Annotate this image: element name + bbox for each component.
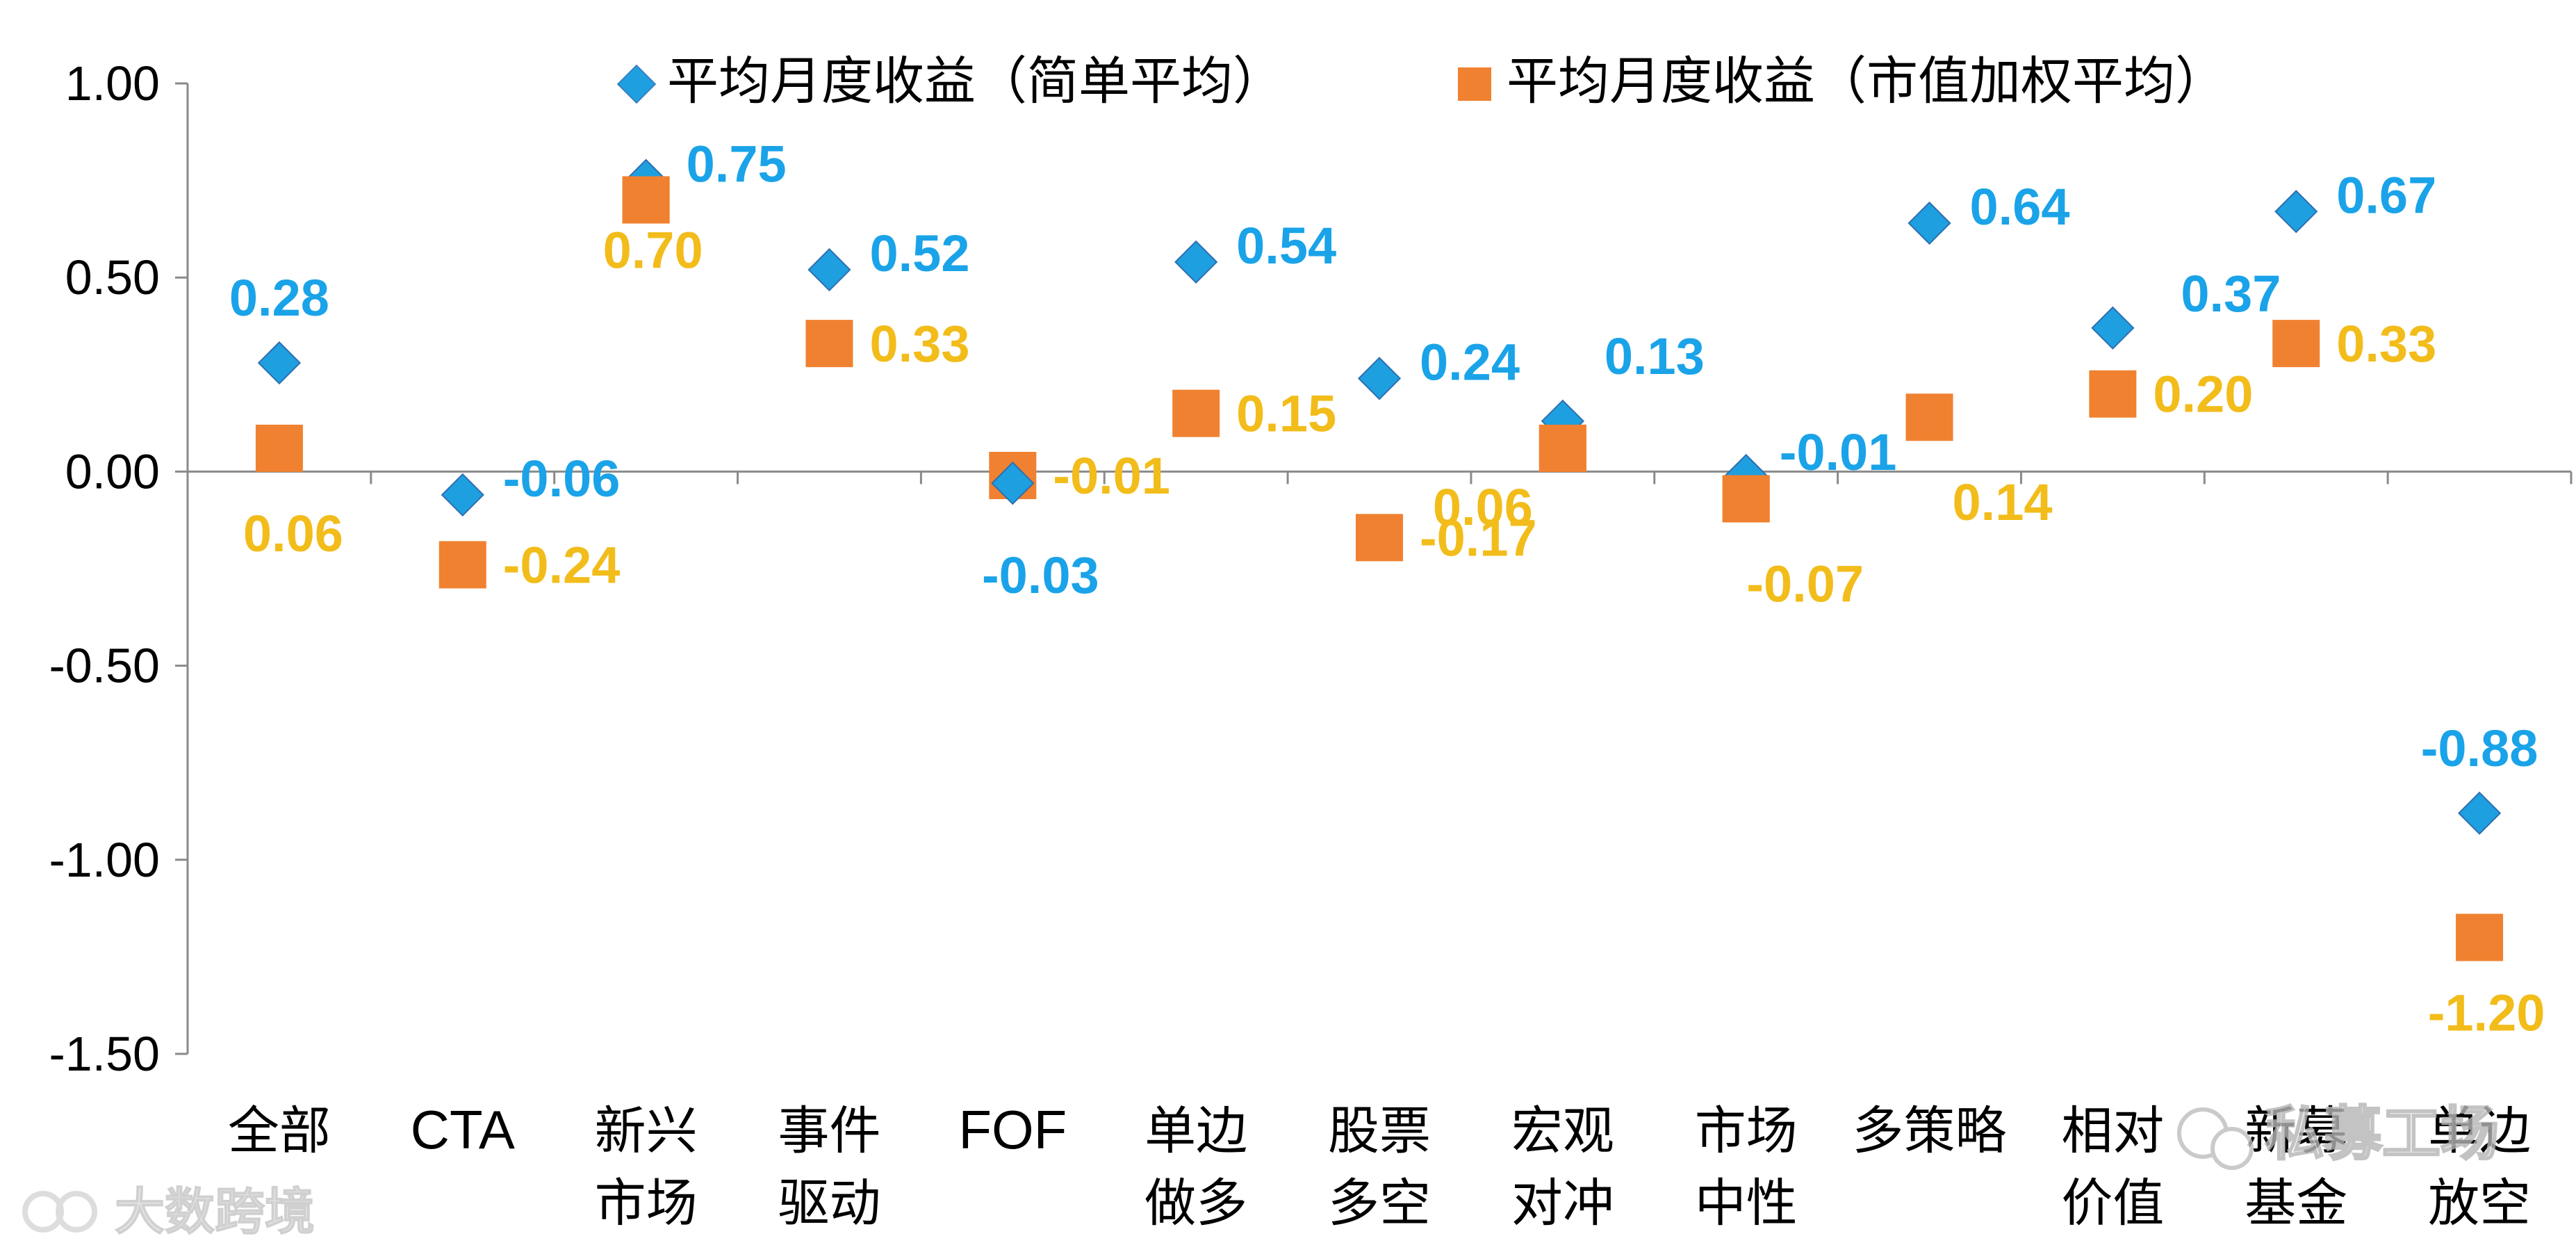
- legend-diamond-icon: [616, 64, 657, 104]
- diamond-data-label: -0.01: [1780, 423, 1897, 481]
- diamond-data-label: -0.88: [2421, 720, 2538, 777]
- x-category-label: 新募: [2245, 1102, 2347, 1160]
- square-marker: [805, 320, 853, 368]
- x-category-label: 放空: [2428, 1174, 2531, 1232]
- diamond-marker: [807, 247, 851, 292]
- diamond-marker: [257, 341, 302, 385]
- legend-label-weighted: 平均月度收益（市值加权平均）: [1507, 52, 2226, 110]
- x-category-label: 多空: [1328, 1174, 1431, 1232]
- watermark-left: 大数跨境: [22, 1184, 315, 1241]
- square-marker: [1539, 424, 1586, 472]
- diamond-marker: [1357, 357, 1402, 400]
- brand-logo-icon: [56, 1191, 97, 1233]
- y-tick-label: 0.50: [65, 250, 160, 304]
- legend: 平均月度收益（简单平均） 平均月度收益（市值加权平均）: [616, 52, 2226, 110]
- square-data-label: 0.06: [243, 505, 343, 562]
- x-category-label: 事件: [778, 1102, 880, 1160]
- diamond-data-label: 0.52: [869, 225, 969, 282]
- square-marker: [2272, 320, 2320, 368]
- square-marker: [2089, 370, 2137, 418]
- square-marker: [1356, 514, 1403, 562]
- x-category-label: 基金: [2245, 1174, 2347, 1232]
- diamond-data-label: 0.67: [2336, 166, 2436, 224]
- diamond-marker: [1908, 201, 1951, 245]
- square-marker: [1722, 475, 1770, 523]
- square-marker: [2456, 913, 2504, 961]
- diamond-data-label: 0.13: [1605, 327, 1705, 385]
- x-category-label: 单边: [2428, 1102, 2531, 1160]
- y-tick-label: 1.00: [65, 56, 160, 111]
- x-category-label: 全部: [228, 1102, 331, 1160]
- x-category-label: 驱动: [778, 1174, 880, 1232]
- y-tick-label: -0.50: [49, 639, 160, 693]
- x-category-label: 多策略: [1853, 1102, 2007, 1160]
- diamond-data-label: -0.06: [503, 450, 621, 507]
- y-tick-label: 0.00: [65, 444, 160, 498]
- x-category-label: FOF: [958, 1099, 1067, 1160]
- square-marker: [438, 541, 486, 589]
- x-category-label: 价值: [2061, 1174, 2164, 1232]
- x-category-label: 中性: [1695, 1174, 1798, 1232]
- square-data-label: -1.20: [2428, 984, 2545, 1041]
- x-category-label: 对冲: [1511, 1174, 1614, 1232]
- square-data-label: 0.33: [2336, 315, 2436, 373]
- square-data-label: 0.14: [1953, 473, 2053, 531]
- square-data-label: 0.20: [2153, 366, 2253, 423]
- wechat-icon: [2210, 1127, 2254, 1170]
- square-marker: [255, 424, 303, 472]
- watermark-text-right: 私募工场: [2265, 1101, 2499, 1166]
- x-category-label: 单边: [1145, 1102, 1247, 1160]
- diamond-data-label: 0.54: [1236, 217, 1336, 275]
- square-data-label: 0.70: [603, 222, 703, 279]
- square-data-label: -0.01: [1053, 447, 1170, 505]
- watermark-text-left: 大数跨境: [115, 1185, 315, 1240]
- diamond-data-label: 0.75: [687, 136, 787, 193]
- diamond-data-label: 0.24: [1420, 333, 1520, 391]
- square-marker: [1172, 389, 1220, 437]
- square-data-label: -0.07: [1746, 555, 1864, 612]
- x-category-label: 做多: [1145, 1174, 1247, 1232]
- data-marks: 0.28 -0.06 0.75 0.52 -0.03 0.54 0.24 0.13 -0.01 0…: [229, 136, 2545, 1042]
- legend-label-simple: 平均月度收益（简单平均）: [667, 52, 1284, 110]
- diamond-marker: [2091, 306, 2135, 350]
- diamond-marker: [2457, 791, 2502, 835]
- square-data-label: 0.15: [1236, 385, 1336, 443]
- legend-square-icon: [1458, 67, 1491, 101]
- diamond-data-label: 0.28: [229, 269, 329, 327]
- x-category-label: 股票: [1328, 1102, 1431, 1160]
- square-marker: [1905, 393, 1953, 441]
- diamond-marker: [2274, 190, 2318, 234]
- watermark-right: 私募工场: [2177, 1100, 2500, 1170]
- diamond-data-label: 0.64: [1970, 178, 2070, 236]
- square-marker: [622, 176, 670, 224]
- x-category-label: 市场: [1695, 1102, 1798, 1160]
- square-data-label: 0.33: [869, 315, 969, 373]
- x-category-label: 宏观: [1511, 1102, 1614, 1160]
- x-category-label: 新兴: [595, 1102, 698, 1160]
- x-category-label: 市场: [595, 1174, 698, 1232]
- diamond-marker: [1174, 240, 1218, 284]
- square-data-label: -0.24: [503, 536, 621, 594]
- y-tick-label: -1.50: [49, 1027, 160, 1081]
- square-data-label: 0.06: [1433, 478, 1533, 536]
- diamond-marker: [991, 462, 1035, 505]
- diamond-data-label: -0.03: [982, 546, 1099, 604]
- x-category-label: CTA: [411, 1099, 515, 1160]
- square-data-label: -0.17: [1420, 509, 1537, 567]
- y-tick-label: -1.00: [49, 833, 160, 887]
- diamond-marker: [441, 473, 484, 517]
- diamond-data-label: 0.37: [2181, 265, 2281, 323]
- x-category-label: 相对: [2061, 1102, 2164, 1160]
